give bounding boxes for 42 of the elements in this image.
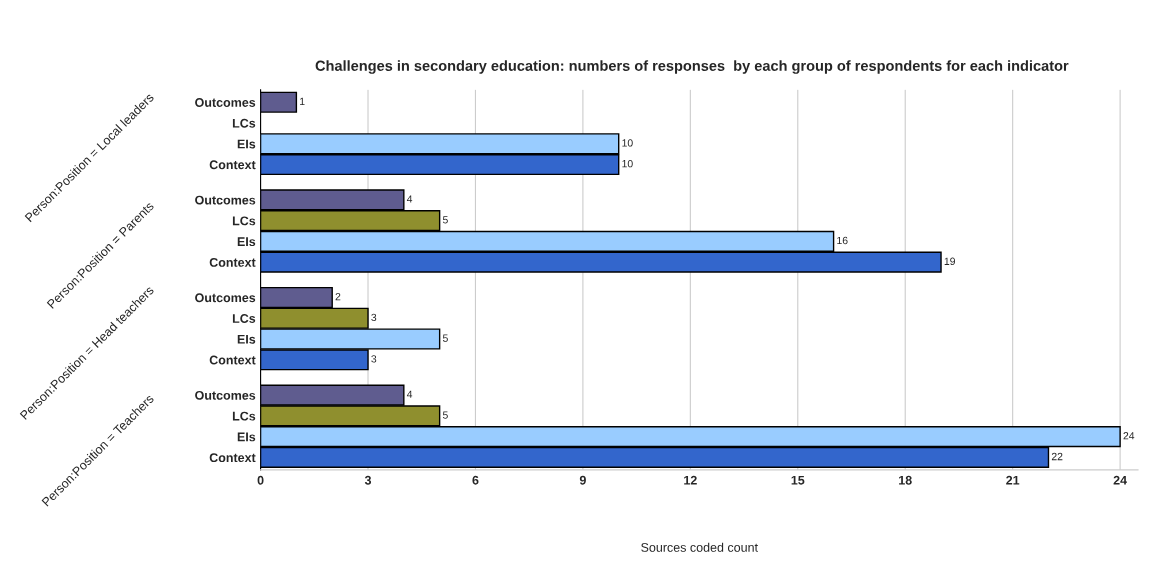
y-tick-label: Outcomes bbox=[195, 293, 256, 303]
y-tick-label: LCs bbox=[232, 118, 256, 128]
y-tick-label: EIs bbox=[237, 139, 256, 149]
x-tick-label: 24 bbox=[1113, 475, 1127, 485]
data-label: 10 bbox=[622, 139, 633, 147]
y-tick-label: LCs bbox=[232, 216, 256, 226]
x-tick-label: 6 bbox=[472, 475, 479, 485]
y-tick-label: EIs bbox=[237, 432, 256, 442]
x-axis-title: Sources coded count bbox=[641, 542, 758, 552]
y-tick-label: Context bbox=[209, 453, 256, 463]
y-tick-label: LCs bbox=[232, 314, 256, 323]
y-tick-label: Context bbox=[209, 160, 256, 170]
data-label: 5 bbox=[442, 334, 448, 342]
y-tick-label: Outcomes bbox=[195, 390, 256, 400]
y-tick-label: Context bbox=[209, 257, 256, 267]
data-label: 1 bbox=[300, 97, 305, 105]
data-label: 10 bbox=[622, 159, 633, 168]
data-label: 16 bbox=[837, 236, 848, 245]
data-label: 5 bbox=[442, 216, 448, 224]
x-tick-label: 12 bbox=[684, 475, 697, 485]
y-tick-label: Outcomes bbox=[195, 98, 256, 107]
data-label: 2 bbox=[335, 292, 341, 301]
data-label: 19 bbox=[944, 257, 955, 265]
x-tick-label: 3 bbox=[364, 475, 372, 485]
data-label: 3 bbox=[371, 313, 377, 322]
chart-title: Challenges in secondary education: numbers of responses by each group of respondents for each indicator bbox=[315, 60, 1069, 74]
y-tick-label: LCs bbox=[232, 411, 256, 421]
data-label: 22 bbox=[1051, 452, 1063, 461]
data-label: 24 bbox=[1123, 432, 1135, 440]
x-tick-label: 18 bbox=[899, 475, 912, 485]
y-tick-label: EIs bbox=[237, 237, 256, 247]
data-label: 3 bbox=[371, 355, 377, 363]
y-tick-label: EIs bbox=[237, 334, 256, 344]
y-tick-label: Outcomes bbox=[195, 195, 256, 205]
x-tick-label: 9 bbox=[579, 475, 586, 485]
data-label: 4 bbox=[406, 390, 413, 398]
x-tick-label: 0 bbox=[257, 475, 264, 485]
x-tick-label: 15 bbox=[791, 475, 805, 485]
y-tick-label: Context bbox=[209, 355, 256, 365]
data-label: 5 bbox=[442, 411, 448, 419]
data-label: 4 bbox=[406, 195, 413, 203]
x-tick-label: 21 bbox=[1006, 475, 1020, 485]
